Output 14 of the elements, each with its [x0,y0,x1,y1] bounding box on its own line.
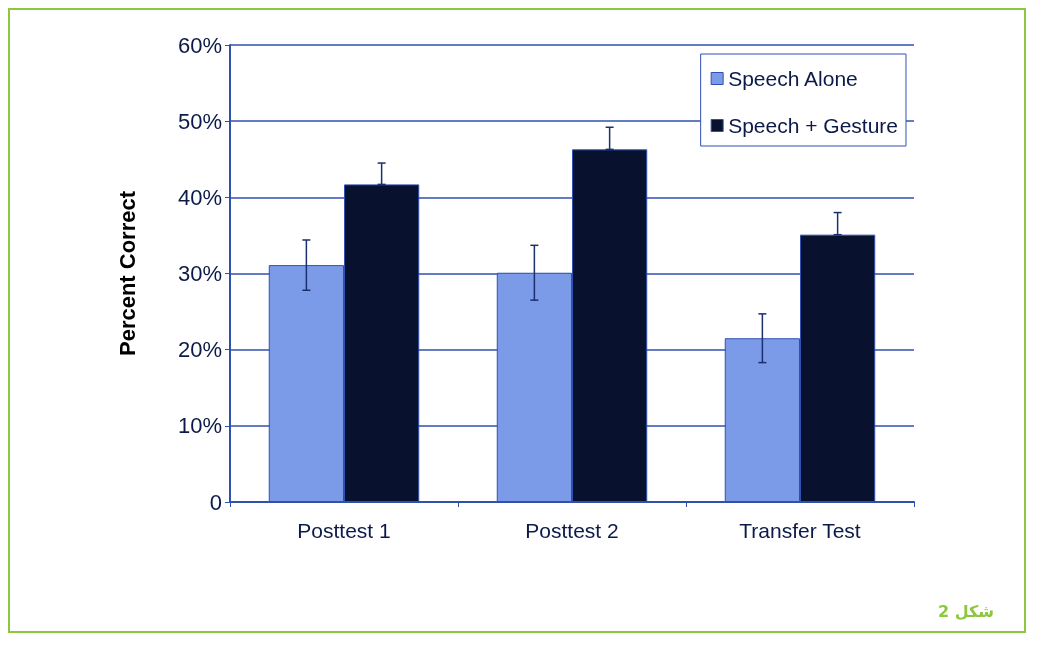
text: شكل 2 [937,602,994,621]
legend-label: Speech + Gesture [728,114,898,137]
y-tick-label: 20% [177,337,222,363]
y-tick-label: 30% [177,261,222,286]
y-axis-title: Percent Correct [114,190,140,357]
x-tick-label: Posttest 1 [297,519,391,542]
y-tick-label: 10% [177,413,222,439]
x-tick-label: Posttest 2 [525,519,619,542]
y-tick-label: 40% [177,184,222,210]
x-tick-label: Transfer Test [739,519,861,542]
y-tick-label: 0 [209,489,222,515]
legend-label: Speech Alone [728,67,858,90]
y-tick-label: 50% [177,108,222,134]
y-tick-label: 60% [177,32,222,58]
